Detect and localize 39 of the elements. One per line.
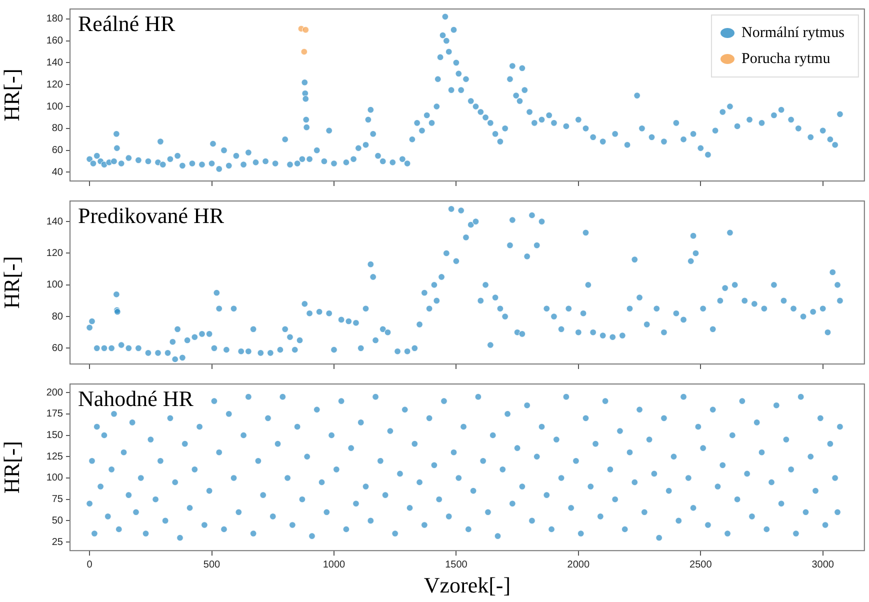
y-tick-label: 25: [52, 536, 64, 548]
y-tick-label: 175: [46, 408, 64, 420]
y-tick-label: 125: [46, 451, 64, 462]
x-axis-title: Vzorek[-]: [424, 572, 511, 598]
x-tick-label: 1000: [322, 559, 346, 570]
y-axis-title: HR[-]: [0, 441, 24, 494]
y-tick-label: 150: [46, 430, 64, 442]
x-tick-label: 500: [203, 559, 221, 570]
legend-label: Porucha rytmu: [741, 50, 831, 67]
y-tick-label: 100: [46, 280, 64, 291]
y-tick-label: 100: [46, 101, 64, 112]
x-tick-label: 2000: [567, 559, 590, 570]
y-axis-title: HR[-]: [0, 68, 24, 122]
y-tick-label: 80: [52, 123, 64, 134]
y-tick-label: 140: [46, 216, 64, 228]
chart-title: Reálné HR: [78, 10, 176, 36]
y-tick-label: 140: [46, 57, 64, 68]
y-tick-label: 200: [46, 387, 64, 398]
y-tick-label: 80: [52, 311, 64, 322]
chart-title: Nahodné HR: [78, 386, 194, 411]
x-tick-label: 3000: [812, 559, 834, 570]
x-tick-label: 1500: [445, 559, 468, 570]
y-tick-label: 160: [46, 36, 64, 47]
y-tick-label: 100: [46, 472, 64, 484]
y-tick-label: 60: [52, 342, 64, 354]
y-tick-label: 120: [46, 79, 64, 90]
x-tick-label: 2500: [690, 559, 712, 570]
x-tick-label: 0: [86, 559, 93, 570]
point: [300, 48, 308, 56]
legend-label: Normální rytmus: [741, 24, 845, 41]
y-tick-label: 120: [46, 248, 64, 259]
y-tick-label: 60: [52, 145, 64, 156]
point: [302, 26, 310, 34]
y-tick-label: 75: [52, 494, 64, 506]
y-tick-label: 180: [46, 14, 64, 25]
y-axis-title: HR[-]: [0, 256, 24, 309]
y-tick-label: 40: [52, 166, 64, 178]
chart-title: Predikované HR: [78, 202, 224, 228]
y-tick-label: 50: [52, 515, 64, 526]
